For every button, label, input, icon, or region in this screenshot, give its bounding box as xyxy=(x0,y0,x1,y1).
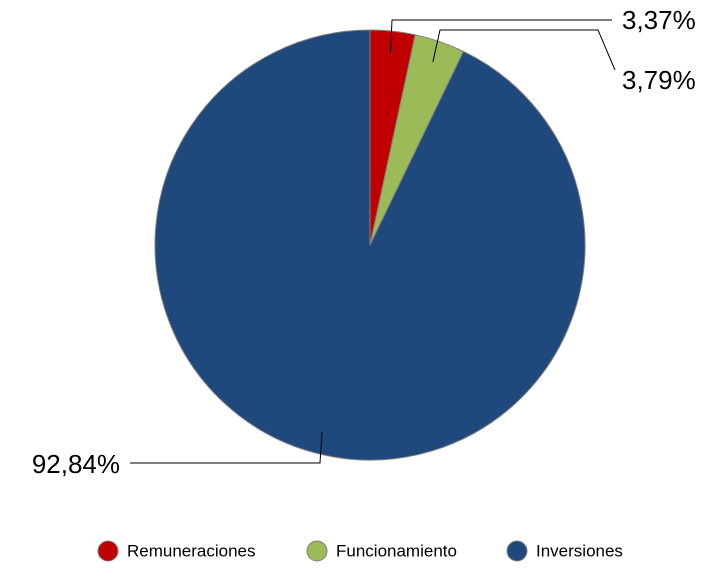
pie-slice xyxy=(154,29,586,461)
data-label: 3,37% xyxy=(622,5,696,35)
legend-swatch xyxy=(506,540,528,562)
data-label: 92,84% xyxy=(32,449,120,479)
legend-label: Funcionamiento xyxy=(336,541,457,560)
legend-swatch xyxy=(97,540,119,562)
legend-label: Inversiones xyxy=(536,541,623,560)
leader-line xyxy=(130,431,323,464)
leader-line xyxy=(432,29,616,71)
legend-label: Remuneraciones xyxy=(127,541,256,560)
data-label: 3,79% xyxy=(622,65,696,95)
leader-line xyxy=(389,19,612,53)
legend-swatch xyxy=(306,540,328,562)
